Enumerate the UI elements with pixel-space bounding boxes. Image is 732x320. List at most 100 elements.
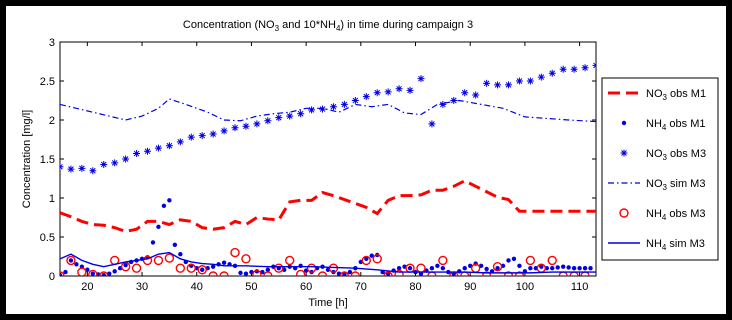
point-nh4_obs_m3 [142,255,153,266]
legend-swatch-nh4_obs_m1 [621,120,627,126]
point-nh4_obs_m3 [230,247,240,258]
point-nh4_obs_m3 [361,255,371,266]
legend-entry-nh4_obs_m3: NH4 obs M3 [619,208,705,222]
point-nh4_obs_m1 [550,266,555,271]
point-nh4_obs_m3 [492,261,503,272]
point-no3_obs_m3 [362,93,370,101]
y-tick-label: 1 [49,193,55,205]
legend-entry-no3_sim_m3: NO3 sim M3 [608,178,705,192]
point-no3_obs_m3 [515,77,523,85]
chart-svg: Concentration (NO3 and 10*NH4) in time d… [21,19,719,309]
point-nh4_obs_m1 [364,256,369,262]
plot-frame [59,41,597,277]
point-no3_obs_m3 [209,130,217,138]
point-no3_obs_m3 [264,117,272,125]
point-nh4_obs_m3 [438,255,448,266]
point-no3_obs_m3 [592,61,596,69]
point-no3_obs_m3 [165,142,173,150]
legend-entry-no3_obs_m1: NO3 obs M1 [608,88,706,102]
point-nh4_obs_m1 [221,260,227,265]
legend-label-no3_obs_m3: NO3 obs M3 [646,148,706,162]
point-nh4_obs_m3 [197,265,207,275]
point-no3_obs_m3 [439,100,447,108]
point-nh4_obs_m1 [238,270,243,276]
legend-label-no3_obs_m3-part: obs M3 [667,148,706,160]
point-no3_obs_m3 [242,122,250,130]
point-nh4_obs_m3 [274,263,284,273]
y-tick-label: 2.5 [40,76,55,88]
point-no3_obs_m3 [176,138,184,146]
point-no3_obs_m3 [133,150,141,158]
point-nh4_obs_m3 [514,271,525,276]
point-no3_obs_m3 [461,89,469,97]
point-no3_obs_m3 [253,120,261,128]
figure-panel: Concentration (NO3 and 10*NH4) in time d… [6,6,726,314]
legend-label-no3_obs_m1: NO3 obs M1 [646,88,706,102]
point-no3_obs_m3 [494,81,502,89]
legend-label-nh4_sim_m3: NH4 sim M3 [646,238,705,252]
legend-label-nh4_obs_m1-part: NH [646,118,662,130]
legend-entry-nh4_obs_m1: NH4 obs M1 [621,118,705,132]
chart-title-part: and 10*NH [279,19,336,31]
legend-label-no3_obs_m1-part: NO [646,88,663,100]
point-nh4_obs_m3 [372,254,382,264]
point-nh4_obs_m3 [416,263,426,273]
point-no3_obs_m3 [406,86,414,94]
point-no3_obs_m3 [308,106,316,114]
point-no3_obs_m3 [67,165,75,173]
point-nh4_obs_m3 [88,269,98,276]
legend-label-no3_obs_m1-part: obs M1 [667,88,706,100]
point-no3_obs_m3 [559,65,567,73]
legend-label-nh4_sim_m3-part: 4 [662,243,667,252]
point-nh4_obs_m3 [306,263,317,273]
point-nh4_obs_m1 [265,267,271,272]
point-nh4_obs_m1 [566,265,571,270]
point-nh4_obs_m3 [481,271,492,276]
legend-box [601,77,719,261]
point-nh4_obs_m3 [295,269,306,276]
point-no3_obs_m3 [275,114,283,122]
point-no3_obs_m3 [581,64,589,72]
point-nh4_obs_m1 [440,266,446,271]
point-no3_obs_m3 [340,100,348,108]
point-nh4_obs_m1 [298,263,303,269]
point-nh4_obs_m1 [161,203,167,208]
legend-entry-no3_obs_m3: NO3 obs M3 [620,148,706,162]
point-nh4_obs_m1 [462,266,467,271]
point-nh4_obs_m1 [63,269,68,275]
point-nh4_obs_m3 [525,255,536,266]
x-tick-label: 70 [355,281,367,293]
point-no3_obs_m3 [100,160,108,168]
point-nh4_obs_m1 [90,271,96,276]
point-nh4_obs_m3 [241,254,251,264]
x-tick-label: 100 [516,281,534,293]
point-no3_obs_m3 [417,75,425,83]
point-nh4_obs_m1 [156,224,161,230]
point-no3_obs_m3 [89,167,97,175]
point-no3_obs_m3 [319,105,327,113]
point-nh4_obs_m1 [582,266,588,271]
point-nh4_obs_m1 [347,269,353,275]
legend-swatch-no3_obs_m3 [620,149,628,157]
point-nh4_obs_m1 [555,265,560,270]
point-nh4_obs_m3 [547,255,557,266]
point-nh4_obs_m3 [175,263,186,273]
point-nh4_obs_m1 [484,266,489,272]
point-no3_obs_m3 [548,69,556,77]
legend-swatch-nh4_obs_m3 [619,208,629,218]
legend-label-nh4_obs_m1-part: 4 [662,123,667,132]
x-tick-label: 60 [300,281,312,293]
point-no3_obs_m3 [111,159,119,167]
legend-label-nh4_obs_m3: NH4 obs M3 [646,208,705,222]
point-nh4_obs_m1 [150,240,156,245]
point-no3_obs_m3 [472,91,480,99]
legend-label-no3_sim_m3-part: sim M3 [667,178,706,190]
point-nh4_obs_m3 [394,269,404,276]
y-axis-label: Concentration [mg/l] [21,110,33,208]
legend-label-nh4_obs_m3-part: obs M3 [666,208,705,220]
point-nh4_obs_m1 [539,264,544,269]
point-nh4_obs_m1 [435,263,440,269]
point-no3_obs_m3 [373,89,381,97]
y-tick-label: 3 [49,37,55,49]
point-nh4_obs_m1 [101,273,106,276]
